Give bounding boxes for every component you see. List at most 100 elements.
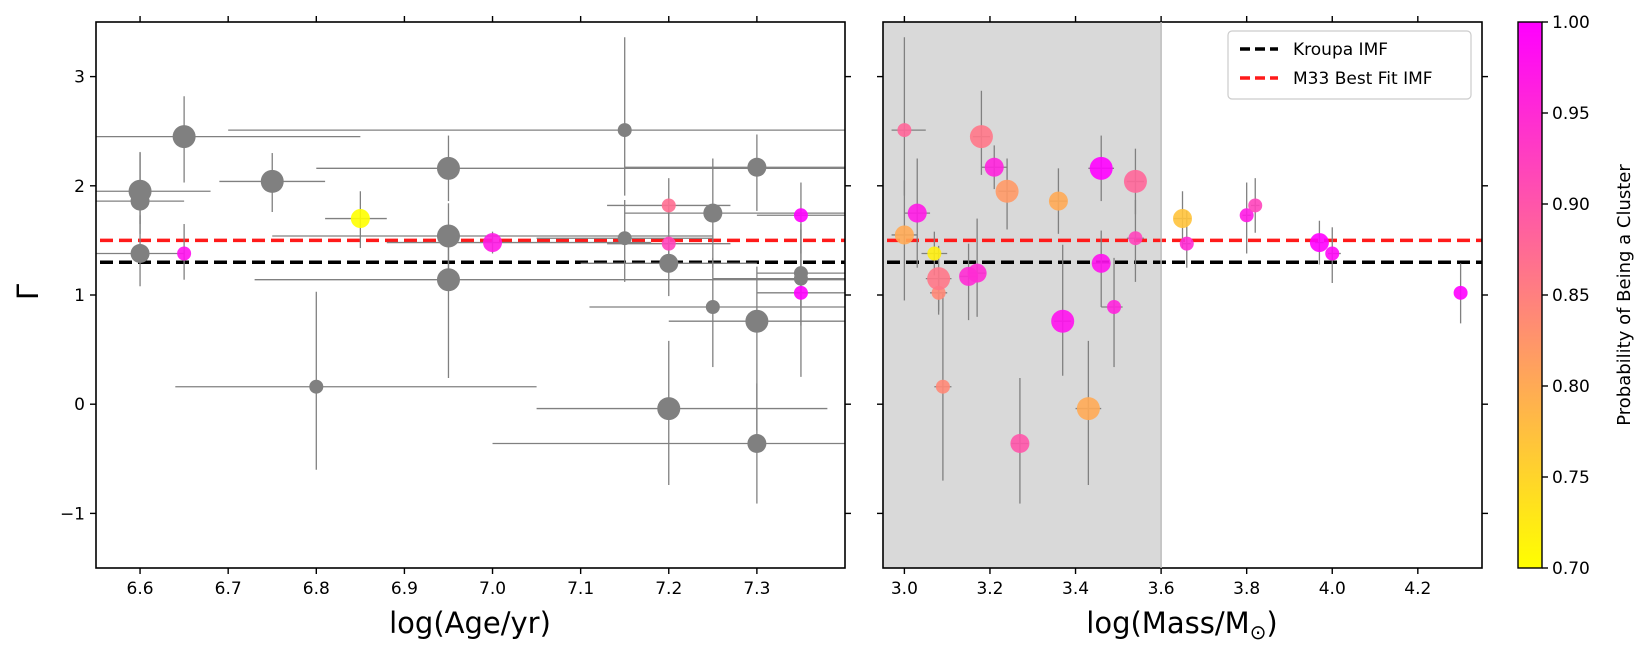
data-point: [927, 267, 951, 291]
colorbar-tick-label: 0.75: [1552, 468, 1590, 488]
data-point: [967, 263, 987, 283]
data-point: [617, 231, 632, 246]
colorbar-tick-label: 0.80: [1552, 377, 1590, 397]
data-point: [309, 379, 324, 394]
data-point: [1179, 236, 1194, 251]
colorbar-tick-label: 0.85: [1552, 286, 1590, 306]
mass-x-tick-label: 3.0: [891, 579, 918, 599]
data-point: [907, 203, 927, 223]
mass-x-tick-label: 3.6: [1148, 579, 1175, 599]
data-point: [1309, 233, 1329, 253]
data-point: [703, 203, 723, 223]
mass-axis-ticks: 3.0 3.2 3.4 3.6 3.8 4.0 4.2: [877, 16, 1488, 599]
age-markers: [128, 123, 808, 454]
age-plot-frame: [95, 21, 846, 569]
data-point: [793, 271, 808, 286]
data-point: [927, 246, 942, 261]
age-x-tick-label: 6.9: [391, 579, 418, 599]
mass-panel: 3.0 3.2 3.4 3.6 3.8 4.0 4.2 log(Mass/M⊙) Kroup…: [877, 16, 1488, 644]
colorbar-gradient: [1518, 22, 1542, 568]
data-point: [995, 179, 1019, 203]
colorbar-tick-label: 0.90: [1552, 195, 1590, 215]
data-point: [1453, 285, 1468, 300]
mass-x-tick-label: 3.2: [976, 579, 1003, 599]
mass-x-tick-label: 4.0: [1319, 579, 1346, 599]
mass-x-tick-label: 3.4: [1062, 579, 1089, 599]
data-point: [657, 397, 681, 421]
data-point: [1076, 397, 1100, 421]
data-point: [130, 244, 150, 264]
data-point: [1123, 169, 1147, 193]
legend: Kroupa IMF M33 Best Fit IMF: [1227, 30, 1472, 100]
data-point: [1107, 300, 1122, 315]
data-point: [894, 225, 914, 245]
data-point: [172, 125, 196, 149]
age-x-tick-label: 7.1: [567, 579, 594, 599]
data-point: [747, 157, 767, 177]
colorbar-ticks: 0.70 0.75 0.80 0.85 0.90 0.95 1.00: [1542, 13, 1590, 579]
data-point: [1248, 198, 1263, 213]
age-error-bars: [96, 37, 845, 504]
data-point: [130, 191, 150, 211]
data-point: [793, 285, 808, 300]
y-tick-label: −1: [60, 504, 85, 524]
data-point: [483, 233, 503, 253]
data-point: [661, 198, 676, 213]
colorbar-tick-label: 0.70: [1552, 559, 1590, 579]
data-point: [436, 268, 460, 292]
mass-x-tick-label: 3.8: [1233, 579, 1260, 599]
age-data-points: [96, 37, 845, 504]
data-point: [659, 253, 679, 273]
legend-box: [1227, 30, 1472, 100]
colorbar: 0.70 0.75 0.80 0.85 0.90 0.95 1.00 Probability…: [1517, 13, 1635, 579]
age-x-axis-label: log(Age/yr): [389, 606, 551, 640]
low-mass-shaded-region: [883, 22, 1162, 568]
y-tick-label: 0: [74, 395, 85, 415]
data-point: [969, 125, 993, 149]
data-point: [1010, 434, 1030, 454]
age-panel: 6.6 6.7 6.8 6.9 7.0 7.1 7.2 7.3 −1 0 1 2 3 log(Age/y…: [11, 16, 851, 640]
y-axis-label: Γ: [11, 284, 45, 300]
data-point: [436, 224, 460, 248]
data-point: [1048, 191, 1068, 211]
data-point: [1051, 309, 1075, 333]
age-x-tick-label: 7.2: [655, 579, 682, 599]
colorbar-tick-label: 0.95: [1552, 104, 1590, 124]
legend-m33-label: M33 Best Fit IMF: [1293, 69, 1433, 89]
data-point: [984, 157, 1004, 177]
data-point: [935, 379, 950, 394]
data-point: [897, 123, 912, 138]
colorbar-tick-label: 1.00: [1552, 13, 1590, 33]
data-point: [1091, 253, 1111, 273]
colorbar-label: Probability of Being a Cluster: [1614, 164, 1635, 426]
data-point: [705, 300, 720, 315]
data-point: [350, 209, 370, 229]
data-point: [436, 156, 460, 180]
data-point: [177, 246, 192, 261]
data-point: [1239, 208, 1254, 223]
data-point: [661, 236, 676, 251]
mass-x-axis-label: log(Mass/M⊙): [1086, 606, 1277, 644]
age-x-tick-label: 6.7: [215, 579, 242, 599]
data-point: [1128, 231, 1143, 246]
mass-x-tick-label: 4.2: [1404, 579, 1431, 599]
data-point: [1325, 246, 1340, 261]
data-point: [1089, 156, 1113, 180]
age-x-tick-label: 7.3: [743, 579, 770, 599]
data-point: [617, 123, 632, 138]
y-tick-label: 3: [74, 68, 85, 88]
age-axis-ticks: 6.6 6.7 6.8 6.9 7.0 7.1 7.2 7.3 −1 0 1 2 3: [60, 16, 851, 599]
data-point: [1173, 209, 1192, 229]
data-point: [260, 169, 284, 193]
age-x-tick-label: 7.0: [479, 579, 506, 599]
age-reference-lines: [100, 238, 845, 264]
mass-data-points: [891, 37, 1468, 504]
age-x-tick-label: 6.6: [127, 579, 154, 599]
y-tick-label: 1: [74, 286, 85, 306]
data-point: [793, 208, 808, 223]
data-point: [745, 309, 769, 333]
age-x-tick-label: 6.8: [303, 579, 330, 599]
legend-kroupa-label: Kroupa IMF: [1293, 40, 1388, 60]
y-tick-label: 2: [74, 177, 85, 197]
